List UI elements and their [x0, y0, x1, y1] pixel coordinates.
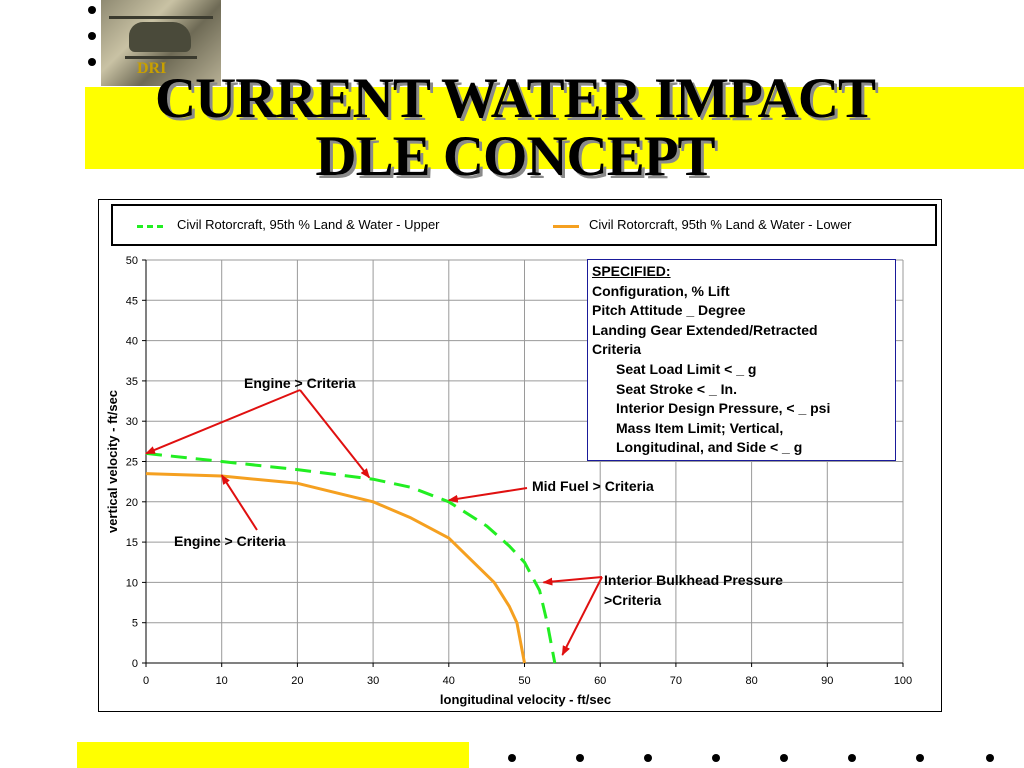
y-tick-label: 50	[126, 255, 138, 267]
bullet-dot	[88, 6, 96, 14]
specified-line: Pitch Attitude _ Degree	[592, 302, 746, 319]
y-tick-label: 30	[126, 416, 138, 428]
x-tick-label: 40	[443, 675, 455, 687]
x-tick-label: 0	[143, 675, 149, 687]
criteria-line: Seat Stroke < _ In.	[616, 380, 737, 397]
annotation-arrows	[145, 389, 603, 656]
x-tick-label: 70	[670, 675, 682, 687]
specified-line: Landing Gear Extended/Retracted	[592, 321, 818, 338]
specified-line: Criteria	[592, 341, 642, 358]
criteria-line: Mass Item Limit; Vertical,	[616, 419, 784, 436]
criteria-line: Seat Load Limit < _ g	[616, 360, 757, 377]
slide-title: CURRENT WATER IMPACT DLE CONCEPT	[85, 70, 945, 186]
specified-criteria-box: SPECIFIED: Configuration, % Lift Pitch A…	[587, 259, 896, 461]
annotation-engine-lower: Engine > Criteria	[174, 533, 286, 549]
bullet-dot	[712, 754, 720, 762]
x-tick-label: 30	[367, 675, 379, 687]
criteria-line: Longitudinal, and Side < _ g	[616, 439, 803, 456]
y-tick-label: 20	[126, 497, 138, 509]
legend-label-upper: Civil Rotorcraft, 95th % Land & Water - …	[177, 217, 440, 232]
specified-header: SPECIFIED:	[592, 263, 671, 279]
bullet-dot	[88, 32, 96, 40]
bullet-dot	[644, 754, 652, 762]
logo-text: DRI	[137, 60, 167, 77]
y-tick-label: 10	[126, 577, 138, 589]
bullet-dot	[508, 754, 516, 762]
x-tick-label: 80	[745, 675, 757, 687]
annotation-bulkhead-line2: >Criteria	[604, 592, 662, 608]
decorative-bullets-bottom	[508, 754, 1008, 764]
legend-label-lower: Civil Rotorcraft, 95th % Land & Water - …	[589, 217, 852, 232]
bullet-dot	[576, 754, 584, 762]
fuselage-shape	[129, 22, 191, 52]
annotation-mid-fuel: Mid Fuel > Criteria	[532, 478, 654, 494]
annotation-arrow	[447, 487, 528, 503]
footer-highlight-band	[77, 742, 469, 768]
title-line-2: DLE CONCEPT	[315, 125, 715, 188]
bullet-dot	[916, 754, 924, 762]
decorative-bullets-left	[88, 6, 96, 84]
annotation-bulkhead-line1: Interior Bulkhead Pressure	[604, 572, 783, 588]
x-tick-label: 20	[291, 675, 303, 687]
x-tick-label: 10	[216, 675, 228, 687]
bullet-dot	[780, 754, 788, 762]
y-tick-label: 25	[126, 457, 138, 469]
y-tick-label: 15	[126, 537, 138, 549]
rotor-shape	[109, 16, 213, 19]
y-tick-label: 40	[126, 336, 138, 348]
series-line-upper	[145, 451, 557, 664]
annotation-arrow	[299, 389, 371, 479]
bullet-dot	[986, 754, 994, 762]
title-line-1: CURRENT WATER IMPACT	[154, 67, 876, 130]
specified-line: Configuration, % Lift	[592, 282, 730, 299]
x-tick-label: 50	[518, 675, 530, 687]
y-tick-label: 0	[132, 658, 138, 670]
legend-swatch-upper	[137, 225, 163, 228]
skid-shape	[125, 56, 197, 59]
y-tick-label: 45	[126, 295, 138, 307]
criteria-line: Interior Design Pressure, < _ psi	[616, 400, 831, 417]
annotation-arrow	[542, 576, 603, 586]
x-axis-label: longitudinal velocity - ft/sec	[440, 692, 611, 707]
legend-swatch-lower	[553, 225, 579, 228]
annotation-arrow	[220, 474, 258, 531]
y-axis-label: vertical velocity - ft/sec	[105, 390, 120, 533]
series-line-lower	[145, 472, 526, 664]
chart-legend: Civil Rotorcraft, 95th % Land & Water - …	[111, 204, 937, 246]
annotation-arrow	[145, 389, 301, 455]
bullet-dot	[848, 754, 856, 762]
x-tick-label: 60	[594, 675, 606, 687]
axis-layer: 0 10 20 30 40 50 60 70 80 90 100 0 5 10 15 20 25 30 35 40 45…	[126, 255, 912, 687]
x-tick-label: 90	[821, 675, 833, 687]
bullet-dot	[88, 58, 96, 66]
y-tick-label: 5	[132, 618, 138, 630]
series-layer	[145, 451, 557, 664]
x-tick-label: 100	[894, 675, 912, 687]
annotation-engine-upper: Engine > Criteria	[244, 375, 356, 391]
helicopter-logo-image: DRI	[101, 0, 221, 86]
y-tick-label: 35	[126, 376, 138, 388]
annotation-arrow	[561, 576, 603, 656]
title-highlight-band	[85, 87, 1024, 169]
